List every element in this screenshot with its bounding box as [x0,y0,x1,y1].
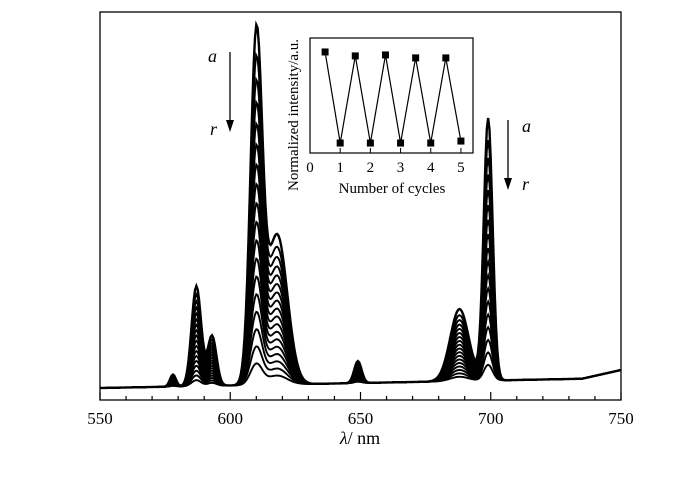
annotation-right-arrowhead [504,178,512,190]
spectrum-curve [99,201,622,389]
inset-y-axis-title: Normalized intensity/a.u. [286,39,302,191]
inset-x-tick-label: 0 [306,160,314,176]
inset-x-tick-label: 1 [336,160,344,176]
inset-x-tick-labels: 0 1 2 3 4 5 [306,160,464,176]
x-tick-label: 600 [218,409,244,428]
x-axis-tick-labels: 550 600 650 700 750 [87,409,634,428]
inset-point [397,139,405,147]
spectrum-curve [99,362,622,389]
annotation-left: a r [208,46,234,139]
inset-points [321,48,465,147]
inset-point [427,139,435,147]
spectrum-curve [99,181,622,389]
x-axis-title: λ/ nm [339,428,380,448]
inset-series-line [324,51,462,144]
inset-x-tick-label: 2 [367,160,375,176]
inset-chart: 0 1 2 3 4 5 Number of cycles Normalized inten… [286,37,474,197]
inset-x-tick-label: 4 [427,160,435,176]
inset-x-tick-label: 3 [397,160,405,176]
inset-point [457,137,465,145]
x-axis-ticks [99,392,622,400]
inset-x-tick-label: 5 [457,160,465,176]
spectrum-curve [99,121,622,389]
inset-x-ticks [309,148,462,153]
inset-point [351,52,359,60]
annotation-left-bottom-label: r [210,119,218,139]
spectra-group [99,20,622,390]
x-tick-label: 650 [348,409,374,428]
x-tick-label: 750 [608,409,634,428]
inset-point [442,54,450,62]
inset-point [381,51,389,59]
annotation-right: a r [504,116,531,194]
inset-point [336,139,344,147]
spectrum-curve [99,162,622,389]
annotation-left-arrowhead [226,120,234,132]
inset-point [321,48,329,56]
inset-x-axis-title: Number of cycles [339,181,446,197]
x-tick-label: 550 [87,409,113,428]
inset-point [366,139,374,147]
inset-point [412,54,420,62]
annotation-right-bottom-label: r [522,174,530,194]
annotation-left-top-label: a [208,46,217,66]
x-tick-label: 700 [478,409,504,428]
annotation-right-top-label: a [522,116,531,136]
